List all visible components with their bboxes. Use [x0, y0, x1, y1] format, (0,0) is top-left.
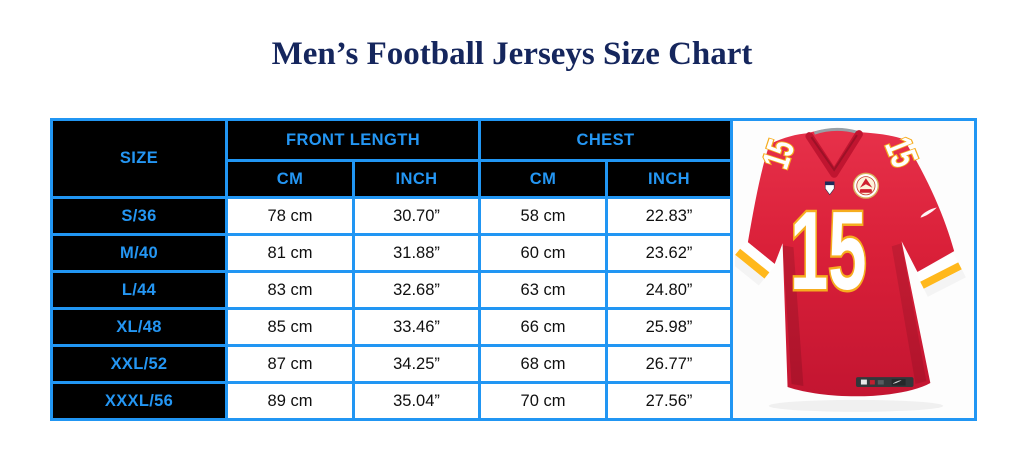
cell-chest-cm: 66 cm: [478, 307, 608, 347]
jersey-back-collar-stripe: [813, 127, 857, 135]
cell-front-length-inch: 34.25”: [352, 344, 481, 384]
row-size-label: XXXL/56: [50, 381, 228, 421]
cell-chest-cm: 60 cm: [478, 233, 608, 273]
jersey-photo-cell: 15 15: [730, 118, 977, 421]
team-patch-icon: [852, 172, 879, 199]
size-chart-table: SIZE FRONT LENGTH CHEST: [50, 118, 977, 421]
jersey-side-shade-left: [782, 244, 803, 386]
cell-front-length-cm: 87 cm: [225, 344, 355, 384]
cell-chest-inch: 22.83”: [605, 196, 733, 236]
row-size-label: XXL/52: [50, 344, 228, 384]
jersey-collar-seam: [810, 134, 858, 172]
jersey-image: 15 15: [734, 127, 966, 412]
jersey-right-cuff: [915, 253, 966, 297]
cell-chest-cm: 63 cm: [478, 270, 608, 310]
table-row: M/40 81 cm 31.88” 60 cm 23.62”: [50, 233, 976, 273]
table-row: XXXL/56 89 cm 35.04” 70 cm 27.56”: [50, 381, 976, 421]
cell-chest-cm: 70 cm: [478, 381, 608, 421]
jersey-side-shade-right: [891, 242, 926, 384]
column-header-chest-cm: CM: [478, 159, 608, 199]
cell-chest-cm: 58 cm: [478, 196, 608, 236]
cell-front-length-cm: 89 cm: [225, 381, 355, 421]
table-row: XL/48 85 cm 33.46” 66 cm 25.98”: [50, 307, 976, 347]
cell-front-length-cm: 78 cm: [225, 196, 355, 236]
cell-front-length-cm: 85 cm: [225, 307, 355, 347]
nfl-shield-icon: [824, 180, 834, 195]
cell-front-length-cm: 83 cm: [225, 270, 355, 310]
table-row: XXL/52 87 cm 34.25” 68 cm 26.77”: [50, 344, 976, 384]
table-row: L/44 83 cm 32.68” 63 cm 24.80”: [50, 270, 976, 310]
column-header-size: SIZE: [50, 118, 228, 199]
jersey-left-cuff: [734, 240, 776, 286]
nike-swoosh-icon: [919, 207, 937, 218]
cell-front-length-inch: 32.68”: [352, 270, 481, 310]
cell-chest-inch: 23.62”: [605, 233, 733, 273]
table-row: S/36 78 cm 30.70” 58 cm 22.83”: [50, 196, 976, 236]
jersey-vneck-collar: [804, 129, 863, 178]
cell-front-length-inch: 31.88”: [352, 233, 481, 273]
column-group-front-length: FRONT LENGTH: [225, 118, 481, 162]
svg-text:15: 15: [789, 187, 866, 312]
cell-chest-inch: 26.77”: [605, 344, 733, 384]
row-size-label: M/40: [50, 233, 228, 273]
jersey-chest-number: 15: [787, 185, 867, 314]
jersey-body: [747, 128, 954, 396]
column-header-chest-inch: INCH: [605, 159, 733, 199]
page-title: Men’s Football Jerseys Size Chart: [271, 36, 753, 72]
cell-front-length-cm: 81 cm: [225, 233, 355, 273]
row-size-label: XL/48: [50, 307, 228, 347]
cell-front-length-inch: 33.46”: [352, 307, 481, 347]
column-group-chest: CHEST: [478, 118, 733, 162]
column-header-front-cm: CM: [225, 159, 355, 199]
cell-chest-inch: 24.80”: [605, 270, 733, 310]
column-header-front-inch: INCH: [352, 159, 481, 199]
cell-chest-cm: 68 cm: [478, 344, 608, 384]
jock-tag: [855, 376, 913, 387]
size-chart-table-container: SIZE FRONT LENGTH CHEST: [50, 118, 977, 421]
cell-chest-inch: 27.56”: [605, 381, 733, 421]
cell-front-length-inch: 35.04”: [352, 381, 481, 421]
jersey-shadow: [768, 399, 943, 412]
cell-chest-inch: 25.98”: [605, 307, 733, 347]
row-size-label: S/36: [50, 196, 228, 236]
cell-front-length-inch: 30.70”: [352, 196, 481, 236]
row-size-label: L/44: [50, 270, 228, 310]
